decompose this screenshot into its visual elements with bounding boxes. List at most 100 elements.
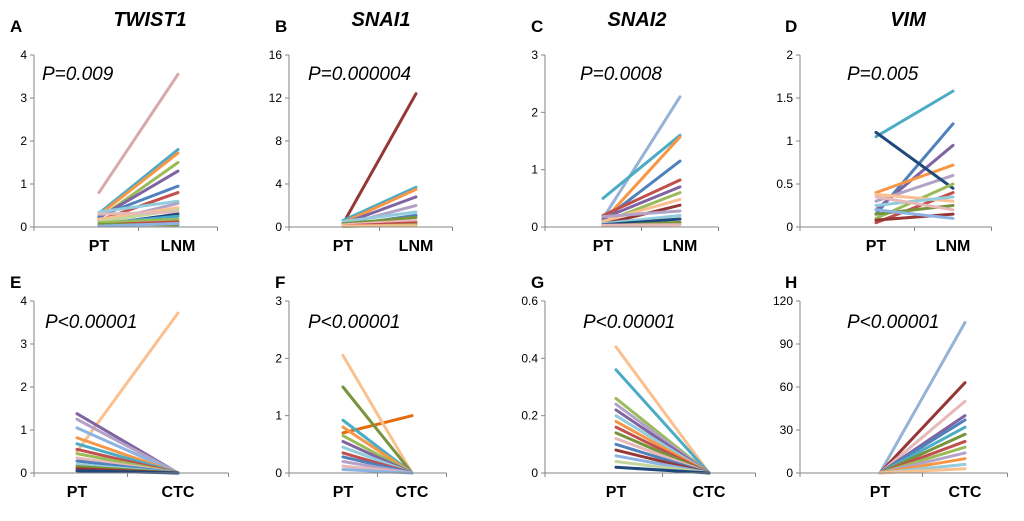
series-line-c-8	[601, 197, 682, 223]
series-line-h-1	[878, 321, 967, 475]
p-value-g: P<0.00001	[583, 312, 675, 333]
series-line-h-2	[878, 381, 967, 475]
series-line-b-2	[341, 185, 418, 223]
series-line-c-5	[601, 178, 682, 218]
y-tick-label-e-3: 3	[20, 337, 27, 351]
y-tick-label-h-0: 0	[786, 466, 793, 480]
x-category-a-0: PT	[89, 238, 110, 255]
panel-letter-a: A	[10, 17, 22, 36]
x-category-h-0: PT	[870, 484, 891, 501]
series-line-b-1	[341, 92, 418, 226]
series-line-a-1	[97, 72, 180, 195]
x-category-h-1: CTC	[949, 484, 982, 501]
panel-letter-f: F	[275, 273, 285, 292]
series-line-b-6	[341, 210, 418, 224]
y-tick-label-d-2: 1	[786, 134, 793, 148]
series-line-a-18	[97, 222, 180, 228]
series-line-f-13	[341, 468, 414, 475]
y-tick-label-c-2: 2	[531, 105, 538, 119]
x-category-f-1: CTC	[396, 484, 429, 501]
x-category-c-0: PT	[593, 238, 614, 255]
y-tick-label-c-0: 0	[531, 220, 538, 234]
y-tick-label-h-2: 60	[780, 380, 794, 394]
y-tick-label-g-1: 0.2	[521, 409, 538, 423]
series-line-c-10	[601, 209, 682, 219]
p-value-h: P<0.00001	[847, 312, 939, 333]
y-tick-label-e-1: 1	[20, 423, 27, 437]
y-tick-label-e-0: 0	[20, 466, 27, 480]
y-tick-label-c-3: 3	[531, 48, 538, 62]
series-line-d-12	[874, 212, 955, 222]
y-tick-label-b-1: 4	[275, 177, 282, 191]
series-line-d-4	[874, 163, 955, 195]
series-line-d-9	[874, 192, 955, 203]
panel-letter-b: B	[275, 17, 287, 36]
panel-letter-h: H	[785, 273, 797, 292]
y-tick-label-g-3: 0.6	[521, 294, 538, 308]
y-tick-label-f-3: 3	[275, 294, 282, 308]
y-tick-label-a-3: 3	[20, 91, 27, 105]
p-value-c: P=0.0008	[580, 64, 662, 85]
series-line-a-3	[97, 151, 180, 217]
panel-letter-e: E	[10, 273, 21, 292]
series-line-e-1	[75, 311, 180, 453]
y-tick-label-d-0: 0	[786, 220, 793, 234]
series-line-g-2	[614, 368, 711, 475]
series-line-a-8	[97, 199, 180, 214]
y-tick-label-b-3: 12	[269, 91, 283, 105]
panel-letter-c: C	[531, 17, 543, 36]
x-category-d-0: PT	[866, 238, 887, 255]
y-tick-label-d-3: 1.5	[776, 91, 793, 105]
y-tick-label-d-4: 2	[786, 48, 793, 62]
y-tick-label-g-2: 0.4	[521, 351, 538, 365]
series-line-d-10	[874, 195, 955, 207]
series-line-b-3	[341, 187, 418, 225]
p-value-b: P=0.000004	[308, 64, 411, 85]
series-line-d-14	[874, 208, 955, 220]
series-line-a-2	[97, 148, 180, 215]
y-tick-label-f-2: 2	[275, 351, 282, 365]
series-line-d-6	[874, 130, 955, 190]
y-tick-label-f-0: 0	[275, 466, 282, 480]
series-line-d-13	[874, 195, 955, 212]
y-tick-label-a-1: 1	[20, 177, 27, 191]
y-tick-label-d-1: 0.5	[776, 177, 793, 191]
series-line-h-3	[878, 399, 967, 475]
y-tick-label-h-3: 90	[780, 337, 794, 351]
series-line-g-15	[614, 465, 711, 475]
x-category-b-1: LNM	[399, 238, 434, 255]
series-line-a-15	[97, 217, 180, 225]
x-category-d-1: LNM	[936, 238, 971, 255]
p-value-d: P=0.005	[847, 64, 919, 85]
series-line-d-1	[874, 89, 955, 139]
panel-title-d: VIM	[890, 9, 927, 31]
panel-title-a: TWIST1	[113, 9, 186, 31]
x-category-g-1: CTC	[693, 484, 726, 501]
series-line-c-14	[601, 223, 682, 227]
series-line-c-2	[601, 133, 682, 200]
x-category-f-0: PT	[333, 484, 354, 501]
y-tick-label-h-4: 120	[773, 294, 793, 308]
series-line-h-13	[878, 467, 967, 475]
y-tick-label-e-2: 2	[20, 380, 27, 394]
x-category-a-1: LNM	[161, 238, 196, 255]
series-line-f-3	[341, 385, 414, 475]
x-category-g-0: PT	[606, 484, 627, 501]
p-value-f: P<0.00001	[308, 312, 400, 333]
series-line-f-2	[341, 353, 414, 475]
y-tick-label-b-4: 16	[269, 48, 283, 62]
y-tick-label-g-0: 0	[531, 466, 538, 480]
y-tick-label-h-1: 30	[780, 423, 794, 437]
panel-title-c: SNAI2	[608, 9, 667, 31]
series-line-c-3	[601, 135, 682, 223]
x-category-e-1: CTC	[162, 484, 195, 501]
panel-letter-d: D	[785, 17, 797, 36]
y-tick-label-b-0: 0	[275, 220, 282, 234]
y-tick-label-a-4: 4	[20, 48, 27, 62]
panel-letter-g: G	[531, 273, 544, 292]
panel-title-b: SNAI1	[352, 9, 411, 31]
y-tick-label-a-0: 0	[20, 220, 27, 234]
y-tick-label-c-1: 1	[531, 163, 538, 177]
x-category-b-0: PT	[333, 238, 354, 255]
